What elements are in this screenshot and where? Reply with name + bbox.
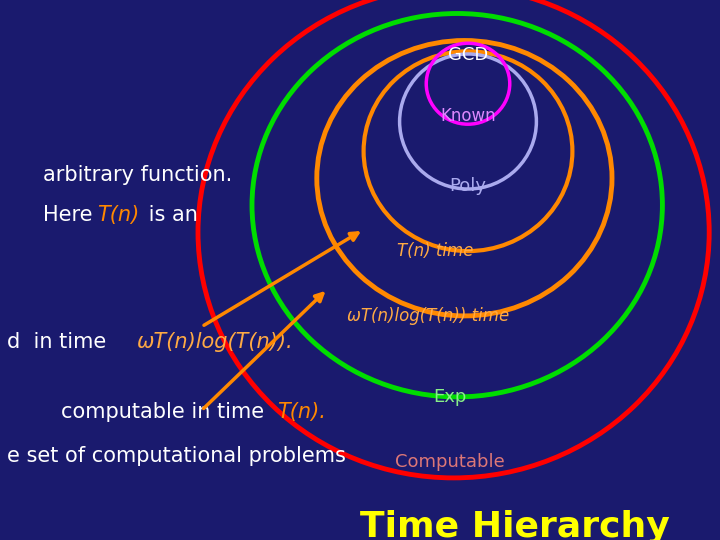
Text: computable in time: computable in time bbox=[61, 402, 271, 422]
Text: e set of computational problems: e set of computational problems bbox=[7, 446, 346, 465]
Text: Known: Known bbox=[440, 107, 496, 125]
Text: Time Hierarchy: Time Hierarchy bbox=[360, 510, 670, 540]
Text: GCD: GCD bbox=[448, 46, 488, 64]
Text: T(n) time: T(n) time bbox=[397, 242, 474, 260]
Text: T(n): T(n) bbox=[97, 205, 140, 225]
Text: ωT(n)log(T(n)).: ωT(n)log(T(n)). bbox=[137, 332, 294, 352]
Text: Here: Here bbox=[43, 205, 99, 225]
Text: Poly: Poly bbox=[449, 177, 487, 195]
Text: arbitrary function.: arbitrary function. bbox=[43, 165, 233, 185]
Text: ωT(n)log(T(n)) time: ωT(n)log(T(n)) time bbox=[347, 307, 510, 325]
Text: T(n).: T(n). bbox=[277, 402, 326, 422]
Text: Computable: Computable bbox=[395, 453, 505, 471]
Text: d  in time: d in time bbox=[7, 332, 126, 352]
Text: Exp: Exp bbox=[433, 388, 467, 406]
Text: is an: is an bbox=[142, 205, 198, 225]
